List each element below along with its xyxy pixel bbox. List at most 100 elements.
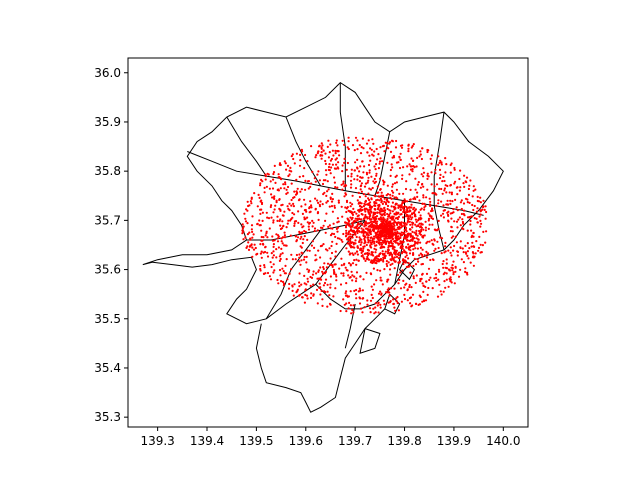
data-point bbox=[475, 240, 478, 243]
data-point bbox=[349, 263, 352, 266]
data-point bbox=[268, 227, 271, 230]
data-point bbox=[473, 204, 476, 208]
data-point bbox=[347, 136, 350, 139]
data-point bbox=[293, 162, 296, 165]
data-point bbox=[426, 174, 429, 177]
data-point bbox=[311, 219, 314, 222]
data-point bbox=[379, 279, 382, 282]
data-point bbox=[402, 279, 405, 282]
data-point bbox=[391, 218, 394, 221]
data-point bbox=[315, 154, 318, 157]
data-point bbox=[272, 243, 275, 246]
data-point bbox=[303, 198, 306, 201]
data-point bbox=[354, 161, 357, 164]
data-point bbox=[373, 204, 376, 207]
data-point bbox=[382, 299, 385, 302]
data-point bbox=[373, 217, 376, 220]
data-point bbox=[424, 229, 427, 232]
data-point bbox=[383, 303, 386, 306]
data-point bbox=[355, 227, 358, 230]
data-point bbox=[327, 225, 330, 228]
data-point bbox=[458, 216, 461, 219]
data-point bbox=[467, 257, 470, 260]
data-point bbox=[276, 219, 279, 222]
data-point bbox=[452, 273, 455, 276]
data-point bbox=[382, 256, 385, 259]
data-point bbox=[368, 252, 371, 255]
data-point bbox=[347, 233, 350, 236]
data-point bbox=[443, 179, 446, 183]
data-point bbox=[445, 267, 448, 270]
data-point bbox=[466, 216, 470, 219]
data-point bbox=[372, 142, 375, 145]
data-point bbox=[422, 185, 425, 188]
data-point bbox=[376, 220, 379, 223]
data-point bbox=[383, 226, 386, 229]
data-point bbox=[303, 274, 306, 277]
data-point bbox=[348, 276, 351, 279]
data-point bbox=[339, 309, 342, 313]
data-point bbox=[409, 223, 412, 226]
data-point bbox=[395, 181, 398, 184]
data-point bbox=[391, 140, 394, 143]
data-point bbox=[371, 251, 374, 254]
data-point bbox=[394, 217, 397, 220]
data-point bbox=[466, 250, 469, 253]
data-point bbox=[292, 202, 295, 205]
data-point bbox=[425, 250, 428, 253]
data-point bbox=[349, 235, 352, 238]
data-point bbox=[412, 277, 415, 280]
data-point bbox=[304, 289, 307, 292]
data-point bbox=[351, 194, 354, 197]
data-point bbox=[428, 278, 431, 282]
data-point bbox=[274, 181, 277, 184]
data-point bbox=[396, 301, 399, 305]
data-point bbox=[453, 168, 456, 171]
data-point bbox=[300, 246, 303, 249]
data-point bbox=[388, 294, 391, 297]
data-point bbox=[453, 282, 456, 285]
data-point bbox=[355, 288, 358, 292]
data-point bbox=[420, 173, 423, 176]
data-point bbox=[356, 167, 359, 170]
data-point bbox=[303, 255, 306, 259]
data-point bbox=[484, 217, 487, 220]
data-point bbox=[387, 233, 390, 236]
data-point bbox=[300, 283, 303, 286]
data-point bbox=[299, 263, 302, 266]
data-point bbox=[476, 207, 479, 210]
data-point bbox=[373, 242, 376, 245]
data-point bbox=[364, 252, 367, 255]
data-point bbox=[450, 236, 453, 239]
data-point bbox=[390, 240, 393, 243]
data-point bbox=[356, 253, 359, 256]
data-point bbox=[446, 211, 449, 214]
data-point bbox=[369, 159, 372, 162]
data-point bbox=[272, 263, 275, 266]
data-point bbox=[242, 238, 245, 241]
data-point bbox=[382, 241, 385, 244]
data-point bbox=[457, 218, 460, 221]
data-point bbox=[390, 197, 393, 200]
data-point bbox=[368, 198, 371, 202]
data-point bbox=[278, 268, 282, 272]
data-point bbox=[455, 206, 458, 209]
data-point bbox=[249, 244, 252, 247]
data-point bbox=[387, 261, 390, 264]
data-point bbox=[362, 147, 365, 150]
data-point bbox=[431, 287, 434, 290]
data-point bbox=[474, 188, 477, 191]
data-point bbox=[244, 217, 247, 220]
data-point bbox=[305, 210, 308, 213]
data-point bbox=[413, 240, 416, 243]
data-point bbox=[435, 279, 438, 282]
data-point bbox=[282, 183, 285, 186]
data-point bbox=[414, 213, 417, 216]
data-point bbox=[280, 178, 283, 181]
data-point bbox=[423, 254, 426, 257]
data-point bbox=[399, 206, 403, 209]
data-point bbox=[323, 262, 326, 265]
data-point bbox=[399, 271, 402, 274]
data-point bbox=[303, 282, 306, 285]
data-point bbox=[309, 200, 312, 203]
